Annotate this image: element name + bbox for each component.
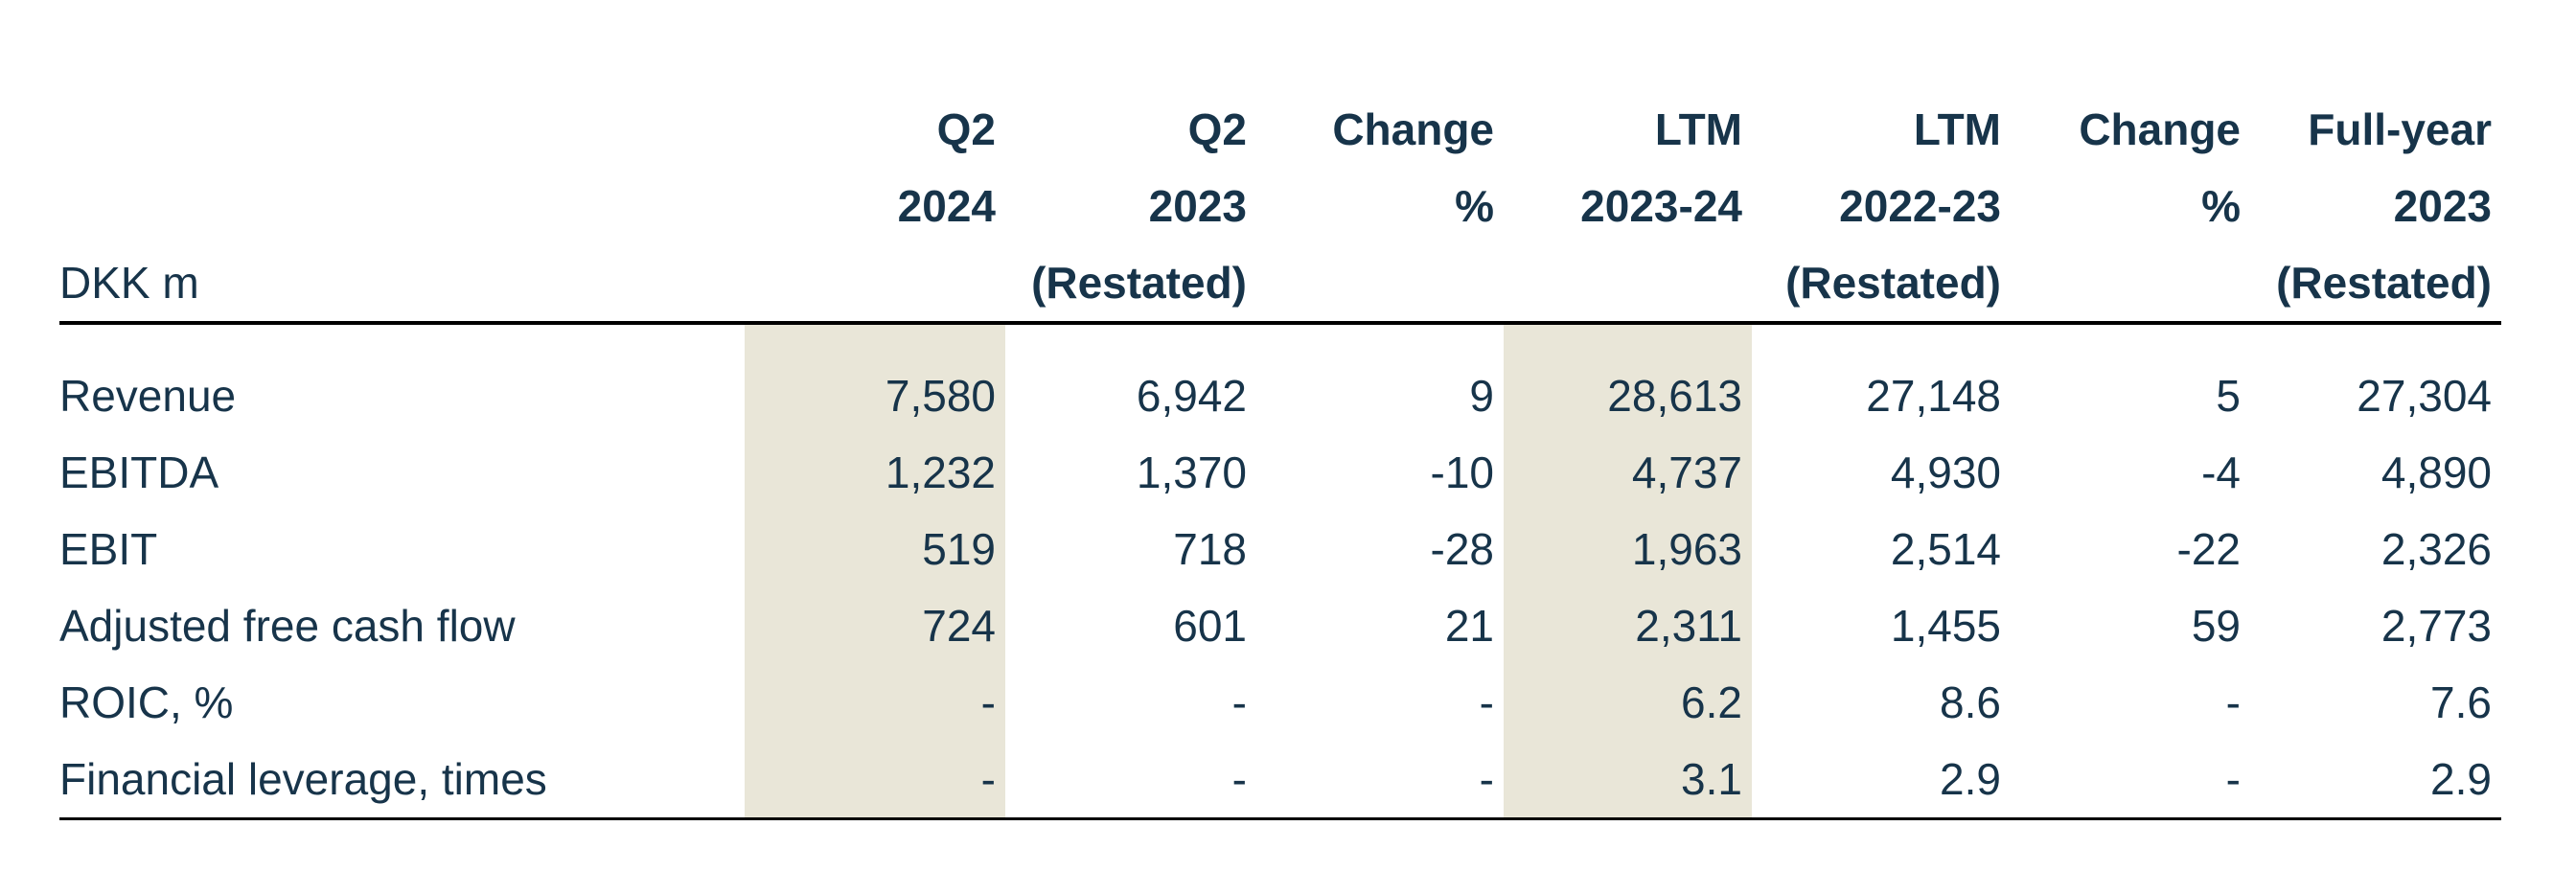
table-cell: 2,514 — [1890, 524, 2001, 574]
row-label: Revenue — [59, 371, 237, 421]
column-header — [1504, 244, 1752, 325]
table-header: Q2 Q2 Change LTM LTM Change Full-year 2024 2023… — [59, 91, 2501, 325]
table-cell: 9 — [1469, 371, 1494, 421]
column-header — [745, 244, 1005, 325]
table-cell: - — [745, 664, 1005, 741]
table-cell: -10 — [1430, 448, 1494, 497]
financial-highlights-table: Q2 Q2 Change LTM LTM Change Full-year 2024 2023… — [59, 91, 2501, 820]
table-cell: 601 — [1173, 601, 1247, 651]
column-header: (Restated) — [2250, 244, 2501, 325]
table-cell: 2.9 — [2250, 741, 2501, 820]
table-cell: 1,370 — [1136, 448, 1247, 497]
table-cell: 7,580 — [745, 357, 1005, 434]
column-header: Change — [1332, 104, 1494, 154]
column-header: % — [2201, 181, 2241, 231]
table-cell: 7.6 — [2430, 677, 2492, 727]
row-label: Financial leverage, times — [59, 741, 745, 820]
table-cell: 4,890 — [2380, 448, 2492, 497]
table-cell: 2,326 — [2380, 524, 2492, 574]
spacer-cell — [1256, 323, 1504, 357]
header-row-period: Q2 Q2 Change LTM LTM Change Full-year — [59, 91, 2501, 168]
column-header: (Restated) — [1752, 244, 2011, 325]
header-row-note: DKK m (Restated) (Restated) (Restated) — [59, 244, 2501, 325]
column-header: Change — [2079, 104, 2241, 154]
column-header: Q2 — [1187, 104, 1247, 154]
table-cell: - — [1005, 741, 1256, 820]
row-label: Adjusted free cash flow — [59, 601, 516, 651]
column-header: LTM — [1913, 104, 2001, 154]
table-cell: -22 — [2176, 524, 2241, 574]
table-cell: - — [1256, 741, 1504, 820]
table-row: Adjusted free cash flow 724 601 21 2,311 1,45… — [59, 587, 2501, 664]
table-cell: 4,737 — [1504, 434, 1752, 511]
table-cell: 1,963 — [1504, 511, 1752, 587]
table-cell: - — [1231, 677, 1247, 727]
table-row: Financial leverage, times - - -3.1 2.9-2.9 — [59, 741, 2501, 820]
spacer-cell — [1752, 323, 2011, 357]
table-cell: 59 — [2191, 601, 2241, 651]
table-cell: 4,930 — [1890, 448, 2001, 497]
table-row: Revenue 7,580 6,942 9 28,613 27,148 5 27,304 — [59, 357, 2501, 434]
column-header: 2023 — [2393, 181, 2492, 231]
table-cell: - — [2011, 741, 2250, 820]
table-cell: 21 — [1444, 601, 1494, 651]
column-header: Q2 — [936, 104, 996, 154]
table-cell: 2,311 — [1504, 587, 1752, 664]
table-cell: 718 — [1173, 524, 1247, 574]
table-cell: 6.2 — [1504, 664, 1752, 741]
table-cell: - — [1479, 677, 1494, 727]
table-cell: - — [2225, 677, 2241, 727]
header-row-year: 2024 2023% 2023-24 2022-23% 2023 — [59, 168, 2501, 244]
row-label: EBIT — [59, 524, 158, 574]
table-body: Revenue 7,580 6,942 9 28,613 27,148 5 27,304 EBI… — [59, 323, 2501, 820]
table-cell: 6,942 — [1136, 371, 1247, 421]
header-spacer-cell — [59, 168, 745, 244]
table-cell: 1,455 — [1890, 601, 2001, 651]
column-header: 2023 — [1148, 181, 1247, 231]
table-cell: -28 — [1430, 524, 1494, 574]
column-header: Full-year — [2308, 104, 2492, 154]
column-header: % — [1455, 181, 1494, 231]
unit-label: DKK m — [59, 244, 745, 325]
spacer-cell — [2011, 323, 2250, 357]
header-spacer-cell — [59, 91, 745, 168]
table-cell: 1,232 — [745, 434, 1005, 511]
highlight-band — [1504, 323, 1752, 357]
table-cell: 5 — [2216, 371, 2241, 421]
table-cell: - — [745, 741, 1005, 820]
column-header — [2011, 244, 2250, 325]
row-label: ROIC, % — [59, 677, 234, 727]
table-cell: 8.6 — [1940, 677, 2001, 727]
table-cell: 2,773 — [2380, 601, 2492, 651]
column-header — [1256, 244, 1504, 325]
table-cell: 27,148 — [1866, 371, 2001, 421]
spacer-row — [59, 323, 2501, 357]
column-header: LTM — [1654, 104, 1742, 154]
spacer-cell — [1005, 323, 1256, 357]
spacer-cell — [59, 323, 745, 357]
column-header: (Restated) — [1005, 244, 1256, 325]
table-cell: 519 — [745, 511, 1005, 587]
table-cell: 27,304 — [2357, 371, 2492, 421]
column-header: 2024 — [897, 181, 996, 231]
table-cell: -4 — [2201, 448, 2241, 497]
table-cell: 3.1 — [1504, 741, 1752, 820]
table-cell: 724 — [745, 587, 1005, 664]
table-row: ROIC, % - - -6.2 8.6-7.6 — [59, 664, 2501, 741]
column-header: 2022-23 — [1839, 181, 2001, 231]
table-row: EBIT 519 718 -28 1,963 2,514 -22 2,326 — [59, 511, 2501, 587]
column-header: 2023-24 — [1580, 181, 1742, 231]
table-cell: 2.9 — [1752, 741, 2011, 820]
table-cell: 28,613 — [1504, 357, 1752, 434]
table-row: EBITDA 1,232 1,370 -10 4,737 4,930 -4 4,890 — [59, 434, 2501, 511]
row-label: EBITDA — [59, 448, 219, 497]
highlight-band — [745, 323, 1005, 357]
spacer-cell — [2250, 323, 2501, 357]
